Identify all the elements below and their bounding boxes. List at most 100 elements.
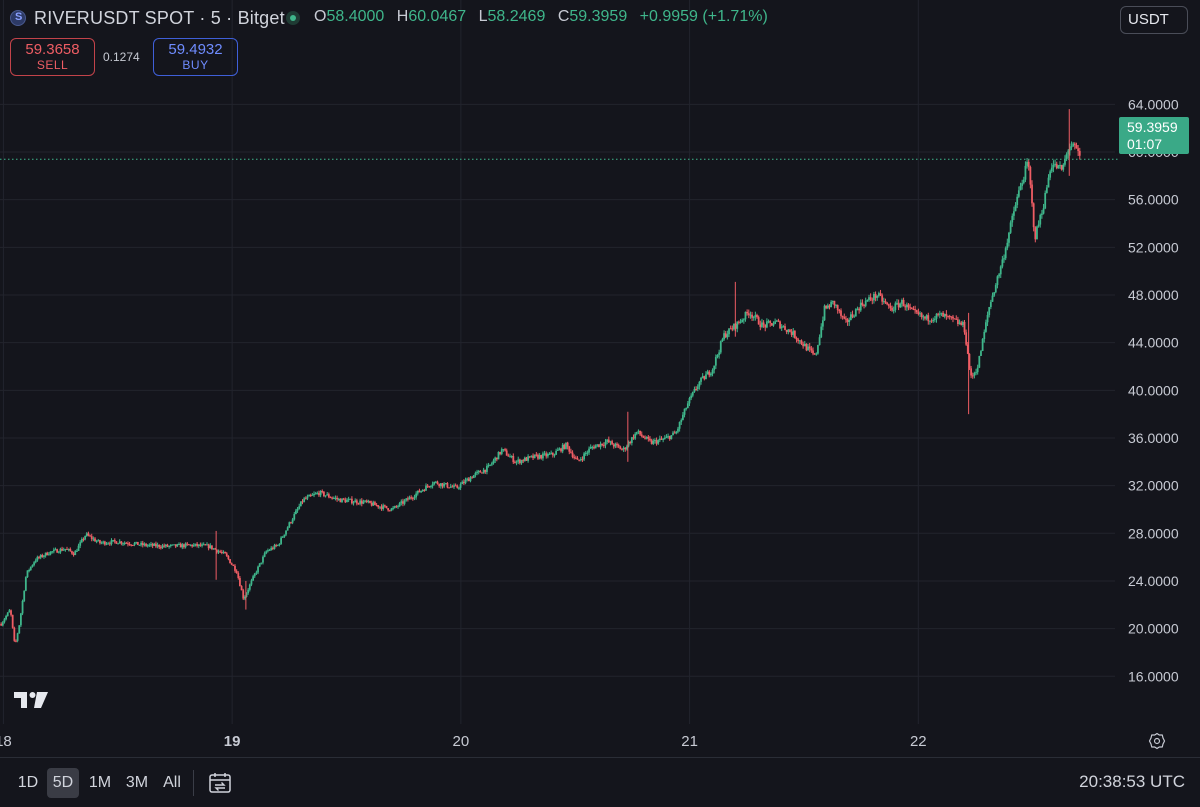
- buy-button[interactable]: 59.4932 BUY: [153, 38, 238, 76]
- candle-body: [112, 539, 115, 541]
- candle-body: [224, 551, 227, 554]
- candle-body: [736, 321, 739, 329]
- candle-body: [253, 573, 256, 577]
- candle-body: [518, 459, 521, 464]
- candle-body: [662, 439, 665, 441]
- candle-body: [645, 436, 648, 439]
- candle-body: [1026, 161, 1028, 166]
- candle-body: [331, 497, 334, 499]
- sell-button[interactable]: 59.3658 SELL: [10, 38, 95, 76]
- candle-body: [937, 313, 940, 315]
- candle-body: [894, 303, 897, 310]
- candle-body: [579, 459, 582, 461]
- candle-body: [546, 454, 549, 457]
- currency-select[interactable]: USDT: [1120, 6, 1188, 34]
- candle-body: [23, 590, 26, 601]
- candle-body: [140, 542, 143, 545]
- candle-body: [99, 540, 101, 544]
- candle-body: [902, 299, 905, 307]
- candle-body: [20, 613, 22, 626]
- candle-body: [695, 388, 697, 390]
- candle-body: [555, 450, 558, 455]
- candle-body: [453, 485, 455, 487]
- candle-body: [706, 371, 709, 375]
- candle-body: [301, 501, 304, 503]
- candle-body: [785, 329, 788, 332]
- candle-body: [220, 552, 223, 554]
- gear-icon[interactable]: [1148, 732, 1166, 750]
- candle-body: [5, 616, 7, 620]
- candle-body: [123, 542, 126, 544]
- candle-body: [642, 436, 645, 438]
- candle-body: [428, 486, 431, 488]
- candle-body: [965, 332, 968, 345]
- candle-body: [425, 485, 427, 491]
- candle-body: [166, 544, 169, 547]
- candle-body: [869, 297, 872, 300]
- candle-body: [130, 544, 133, 546]
- candle-body: [495, 457, 498, 460]
- range-all-button[interactable]: All: [163, 774, 181, 791]
- candle-body: [288, 522, 291, 528]
- candle-body: [775, 320, 778, 322]
- range-3m-button[interactable]: 3M: [125, 774, 149, 791]
- candle-body: [199, 544, 202, 546]
- candle-body: [15, 640, 17, 642]
- candle-body: [1024, 165, 1027, 180]
- candle-body: [278, 543, 281, 545]
- candle-body: [817, 345, 819, 354]
- candle-body: [349, 498, 352, 500]
- candle-body: [281, 536, 284, 538]
- candle-body: [561, 444, 564, 452]
- candle-body: [1003, 258, 1005, 260]
- candle-body: [82, 539, 85, 541]
- candle-body: [0, 623, 3, 626]
- candle-body: [372, 502, 375, 506]
- candle-body: [632, 437, 635, 439]
- symbol-title[interactable]: RIVERUSDT SPOT · 5 · Bitget: [34, 8, 285, 28]
- tradingview-logo-icon[interactable]: [14, 690, 50, 710]
- candle-body: [998, 274, 1000, 277]
- candle-body: [868, 297, 870, 301]
- candle-body: [235, 570, 238, 574]
- candle-body: [150, 543, 152, 545]
- candle-body: [436, 481, 439, 485]
- candle-body: [59, 548, 62, 553]
- candle-body: [481, 472, 483, 474]
- calendar-compare-icon[interactable]: [208, 771, 232, 795]
- candle-body: [925, 315, 928, 319]
- candle-body: [346, 500, 348, 503]
- candle-body: [51, 551, 54, 553]
- candle-body: [74, 551, 77, 556]
- candle-body: [978, 355, 981, 368]
- candle-body: [71, 551, 73, 554]
- price-tick-label: 56.0000: [1128, 192, 1179, 208]
- candle-body: [423, 489, 426, 491]
- candle-body: [431, 484, 434, 487]
- candle-body: [341, 498, 343, 503]
- candle-body: [932, 319, 935, 322]
- candle-body: [933, 318, 936, 320]
- candle-body: [298, 506, 301, 509]
- candle-body: [777, 320, 780, 322]
- candle-body: [477, 471, 480, 473]
- range-1m-button[interactable]: 1M: [88, 774, 112, 791]
- price-chart[interactable]: 64.000060.000056.000052.000048.000044.00…: [0, 0, 1200, 757]
- candle-body: [764, 324, 767, 328]
- range-1d-button[interactable]: 1D: [17, 774, 39, 791]
- candle-body: [237, 573, 240, 579]
- candle-body: [64, 548, 67, 550]
- candle-body: [214, 548, 217, 550]
- candle-body: [189, 544, 192, 546]
- candle-body: [143, 543, 146, 546]
- candle-body: [976, 367, 979, 373]
- candle-body: [57, 552, 60, 554]
- candle-body: [41, 555, 44, 557]
- candle-body: [13, 627, 16, 641]
- candle-body: [136, 541, 139, 546]
- candle-body: [448, 487, 450, 489]
- price-tick-label: 20.0000: [1128, 621, 1179, 637]
- candle-body: [280, 537, 282, 544]
- range-5d-button[interactable]: 5D: [47, 768, 79, 798]
- candle-body: [588, 448, 590, 453]
